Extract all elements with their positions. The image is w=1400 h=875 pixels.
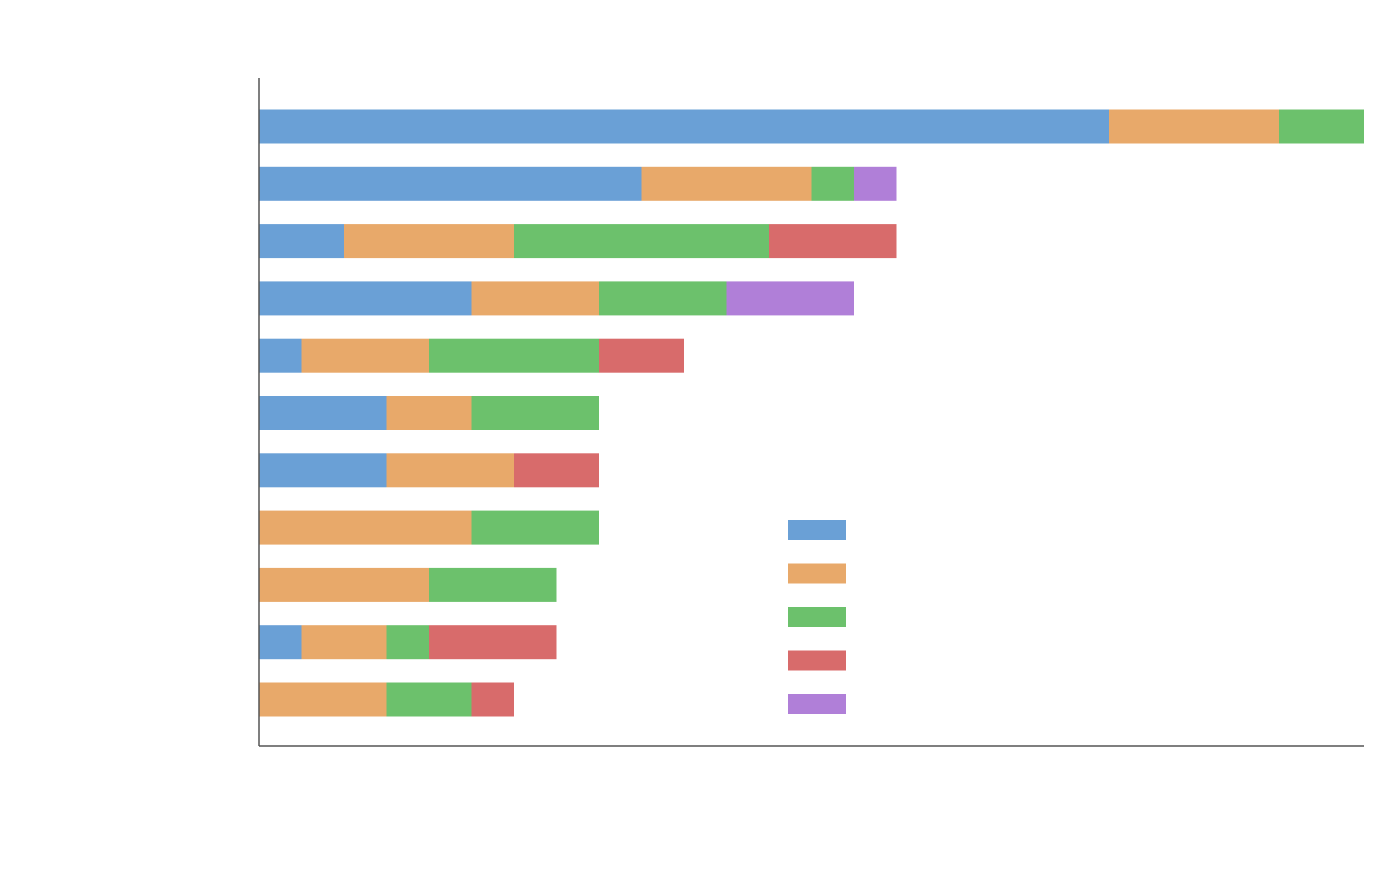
bar-segment-row-4-series-2 <box>471 281 599 316</box>
bar-segment-row-10-series-1 <box>259 625 302 660</box>
bar-segment-row-4-series-3 <box>599 281 727 316</box>
bar-segment-row-1-series-3 <box>1279 109 1364 144</box>
bar-segment-row-8-series-2 <box>259 510 472 545</box>
bar-segment-row-8-series-3 <box>471 510 599 545</box>
legend-swatch-series-4 <box>788 650 846 671</box>
bar-segment-row-7-series-1 <box>259 453 387 488</box>
bars-layer <box>259 109 1364 717</box>
bar-segment-row-10-series-3 <box>386 625 429 660</box>
bar-segment-row-10-series-2 <box>301 625 387 660</box>
bar-segment-row-11-series-3 <box>386 682 472 717</box>
bar-segment-row-5-series-2 <box>301 338 429 373</box>
bar-segment-row-11-series-2 <box>259 682 387 717</box>
legend-swatch-series-1 <box>788 520 846 540</box>
bar-segment-row-6-series-2 <box>386 396 472 430</box>
bar-segment-row-1-series-1 <box>259 109 1109 144</box>
bar-segment-row-3-series-2 <box>344 224 514 259</box>
legend-swatch-series-5 <box>788 694 846 714</box>
bar-segment-row-5-series-4 <box>599 338 684 373</box>
legend-swatch-series-3 <box>788 607 846 627</box>
legend-swatch-series-2 <box>788 563 846 584</box>
bar-segment-row-2-series-2 <box>641 166 812 201</box>
bar-segment-row-11-series-4 <box>471 682 514 717</box>
bar-segment-row-3-series-4 <box>769 224 897 259</box>
bar-segment-row-9-series-3 <box>429 567 557 602</box>
bar-segment-row-6-series-3 <box>471 396 599 430</box>
bar-segment-row-1-series-2 <box>1109 109 1279 144</box>
bar-segment-row-7-series-4 <box>514 453 599 488</box>
bar-segment-row-2-series-5 <box>854 166 897 201</box>
bar-segment-row-2-series-1 <box>259 166 642 201</box>
bar-segment-row-3-series-1 <box>259 224 344 259</box>
bar-segment-row-3-series-3 <box>514 224 769 259</box>
bar-segment-row-4-series-5 <box>726 281 854 316</box>
bar-segment-row-9-series-2 <box>259 567 429 602</box>
bar-segment-row-5-series-3 <box>429 338 599 373</box>
bar-segment-row-4-series-1 <box>259 281 472 316</box>
bar-segment-row-6-series-1 <box>259 396 387 430</box>
bar-segment-row-5-series-1 <box>259 338 302 373</box>
bar-segment-row-10-series-4 <box>429 625 557 660</box>
bar-segment-row-7-series-2 <box>386 453 514 488</box>
bar-segment-row-2-series-3 <box>811 166 854 201</box>
legend <box>788 520 846 714</box>
